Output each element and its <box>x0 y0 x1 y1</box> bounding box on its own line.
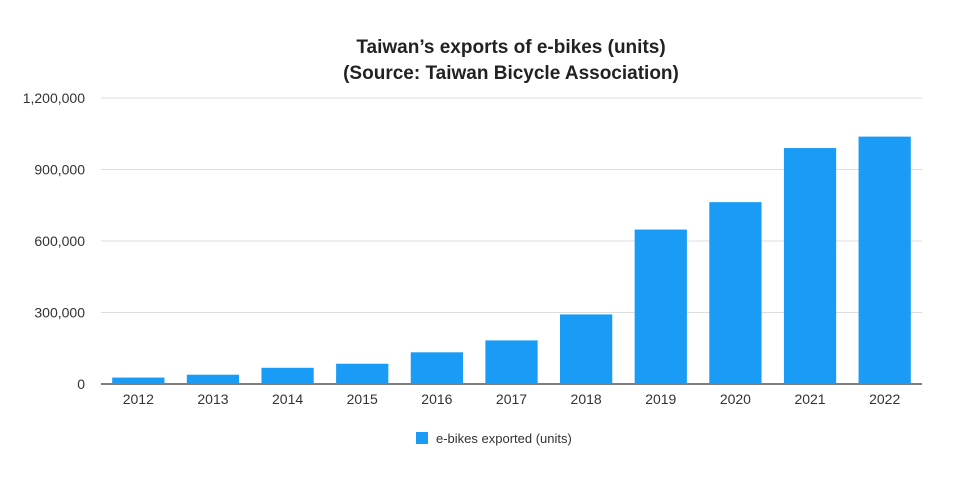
x-tick-label: 2018 <box>571 391 602 407</box>
y-tick-label: 600,000 <box>34 233 85 249</box>
bar-2015 <box>336 363 389 384</box>
bar-2018 <box>560 314 613 384</box>
bar-2021 <box>783 148 837 384</box>
y-tick-label: 300,000 <box>34 305 85 321</box>
legend-swatch <box>416 432 428 444</box>
x-tick-label: 2017 <box>496 391 527 407</box>
bar-2019 <box>634 229 687 384</box>
chart-title: Taiwan’s exports of e-bikes (units) <box>356 37 665 58</box>
x-tick-label: 2013 <box>197 391 228 407</box>
chart-subtitle: (Source: Taiwan Bicycle Association) <box>343 63 679 84</box>
x-tick-label: 2019 <box>645 391 676 407</box>
y-tick-label: 1,200,000 <box>23 90 85 106</box>
x-tick-label: 2012 <box>123 391 154 407</box>
x-tick-label: 2022 <box>869 391 900 407</box>
x-tick-label: 2021 <box>794 391 825 407</box>
legend: e-bikes exported (units) <box>416 431 572 446</box>
bar-2013 <box>186 374 240 384</box>
y-axis: 0 300,000 600,000 900,000 1,200,000 <box>23 90 86 392</box>
legend-label: e-bikes exported (units) <box>436 431 572 446</box>
y-tick-label: 900,000 <box>34 162 85 178</box>
bar-2017 <box>485 340 538 384</box>
bar-2016 <box>410 352 463 384</box>
bar-2012 <box>112 377 165 384</box>
y-tick-label: 0 <box>77 376 85 392</box>
x-tick-label: 2015 <box>347 391 378 407</box>
bar-2014 <box>261 367 314 384</box>
bar-2022 <box>858 136 911 384</box>
x-tick-label: 2016 <box>421 391 452 407</box>
x-tick-label: 2020 <box>720 391 751 407</box>
x-tick-label: 2014 <box>272 391 303 407</box>
x-axis: 2012 2013 2014 2015 2016 2017 2018 2019 2020 2021… <box>123 391 901 407</box>
bars <box>112 136 911 384</box>
bar-2020 <box>709 202 762 384</box>
